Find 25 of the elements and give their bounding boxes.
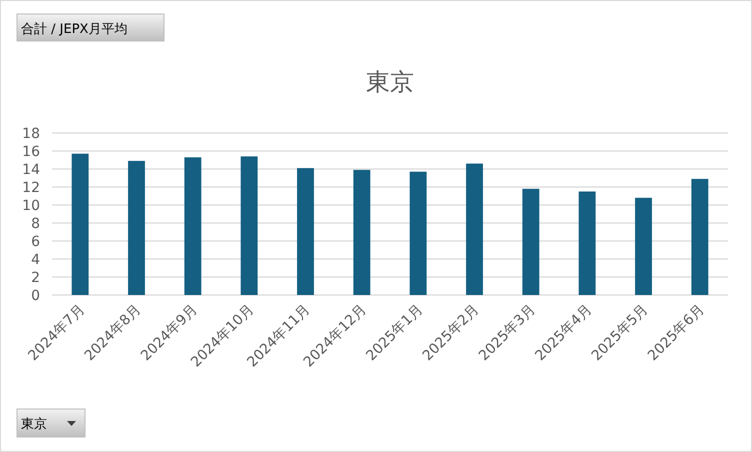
y-tick-label: 12	[22, 180, 40, 196]
text: 東京	[21, 417, 47, 432]
chart-title: 東京	[366, 68, 414, 96]
y-tick-label: 16	[22, 144, 40, 160]
bar	[466, 164, 483, 295]
bar	[578, 192, 596, 295]
bar	[522, 188, 540, 295]
y-tick-label: 4	[31, 252, 40, 268]
bar	[184, 157, 202, 295]
bar	[72, 154, 89, 295]
bar	[240, 156, 258, 295]
bar	[410, 172, 427, 295]
bar	[353, 170, 370, 295]
bar	[128, 160, 145, 295]
y-tick-label: 14	[22, 162, 40, 178]
bar	[691, 178, 708, 295]
bar	[297, 168, 314, 295]
y-tick-label: 10	[22, 198, 40, 214]
y-tick-label: 0	[31, 288, 40, 304]
text: 合計 / JEPX月平均	[21, 22, 128, 37]
y-tick-label: 2	[31, 270, 40, 286]
bar	[635, 198, 652, 295]
y-tick-label: 8	[31, 216, 40, 232]
y-tick-label: 18	[22, 126, 40, 142]
y-tick-label: 6	[31, 234, 40, 250]
